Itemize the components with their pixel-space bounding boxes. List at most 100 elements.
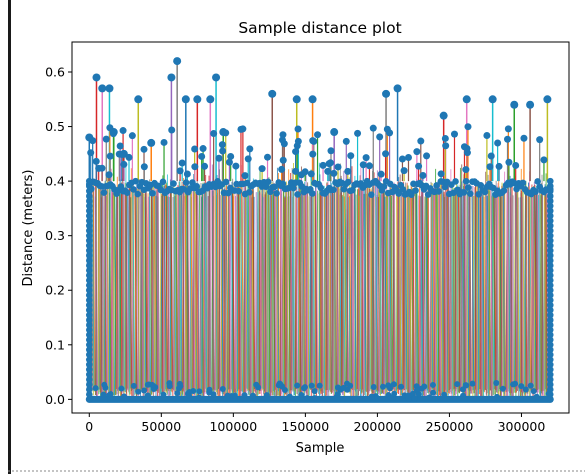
point-marker xyxy=(505,158,513,166)
point-marker xyxy=(215,154,223,162)
band-line xyxy=(175,189,178,394)
band-line xyxy=(296,187,298,392)
band-line xyxy=(142,193,146,390)
band-line xyxy=(420,196,423,399)
point-marker xyxy=(144,392,151,399)
band-line xyxy=(446,187,450,394)
point-marker xyxy=(232,162,240,170)
point-marker xyxy=(85,272,93,279)
dense-line-band xyxy=(88,162,553,400)
point-marker xyxy=(85,376,93,383)
band-line xyxy=(271,184,274,392)
point-marker xyxy=(149,381,156,388)
band-line xyxy=(509,195,513,399)
band-line xyxy=(303,183,306,390)
band-line xyxy=(333,183,336,399)
point-marker xyxy=(546,286,554,294)
y-tick-label: 0.2 xyxy=(45,283,65,298)
peak-marker xyxy=(330,128,339,137)
point-marker xyxy=(178,159,186,167)
y-tick-label: 0.5 xyxy=(45,119,65,134)
point-marker xyxy=(546,316,554,324)
band-line xyxy=(321,197,325,393)
band-line xyxy=(433,190,437,400)
band-line xyxy=(499,192,503,390)
band-line xyxy=(279,182,283,398)
point-marker xyxy=(494,139,502,147)
band-line xyxy=(323,195,327,399)
band-line xyxy=(169,196,172,396)
point-marker xyxy=(241,392,248,399)
point-marker xyxy=(85,242,93,249)
point-marker xyxy=(258,165,266,173)
point-marker xyxy=(227,152,235,160)
point-marker xyxy=(85,177,93,185)
band-line xyxy=(105,192,108,396)
band-line xyxy=(364,193,367,392)
point-marker xyxy=(85,296,93,304)
point-marker xyxy=(244,155,252,163)
peak-marker xyxy=(526,100,535,109)
band-line xyxy=(151,186,153,390)
peak-marker xyxy=(181,95,190,104)
point-marker xyxy=(369,124,377,132)
band-line xyxy=(348,197,351,393)
band-line xyxy=(140,196,144,389)
point-marker xyxy=(518,383,525,390)
point-marker xyxy=(85,341,93,349)
point-marker xyxy=(546,341,554,349)
point-marker xyxy=(182,179,190,186)
point-marker xyxy=(264,178,272,186)
point-marker xyxy=(441,183,449,191)
band-line xyxy=(427,188,430,393)
point-marker xyxy=(278,136,286,144)
point-marker xyxy=(546,227,554,235)
point-marker xyxy=(85,267,93,274)
point-marker xyxy=(100,391,107,398)
point-marker xyxy=(340,384,347,391)
point-marker xyxy=(349,186,356,194)
band-line xyxy=(375,184,377,392)
point-marker xyxy=(387,395,394,401)
band-line xyxy=(310,196,313,391)
point-marker xyxy=(101,381,108,388)
band-line xyxy=(156,195,159,392)
band-line xyxy=(350,194,354,400)
band-line xyxy=(228,183,232,391)
point-marker xyxy=(128,132,136,140)
band-line xyxy=(265,192,267,393)
point-marker xyxy=(246,145,254,153)
point-marker xyxy=(546,197,554,205)
point-marker xyxy=(160,391,167,398)
band-line xyxy=(493,192,497,390)
band-line xyxy=(195,191,198,398)
point-marker xyxy=(546,252,554,259)
band-line xyxy=(392,187,395,396)
point-marker xyxy=(390,381,397,388)
point-marker xyxy=(125,153,133,161)
band-line xyxy=(238,187,242,398)
point-marker xyxy=(85,227,93,235)
point-marker xyxy=(112,396,119,403)
point-marker xyxy=(85,316,93,324)
peak-marker xyxy=(173,57,182,66)
band-line xyxy=(501,182,505,398)
band-line xyxy=(481,196,485,397)
point-marker xyxy=(219,386,226,393)
point-marker xyxy=(278,165,286,173)
point-marker xyxy=(481,188,489,196)
point-marker xyxy=(106,152,114,160)
point-marker xyxy=(199,145,207,153)
y-tick-label: 0.3 xyxy=(45,228,65,243)
point-marker xyxy=(517,395,524,402)
point-marker xyxy=(398,383,405,390)
point-marker xyxy=(430,389,437,396)
point-marker xyxy=(140,163,148,171)
band-line xyxy=(122,188,125,393)
point-marker xyxy=(279,131,287,139)
band-line xyxy=(468,196,472,394)
point-marker xyxy=(510,381,517,388)
point-marker xyxy=(419,171,427,179)
point-marker xyxy=(546,321,554,329)
